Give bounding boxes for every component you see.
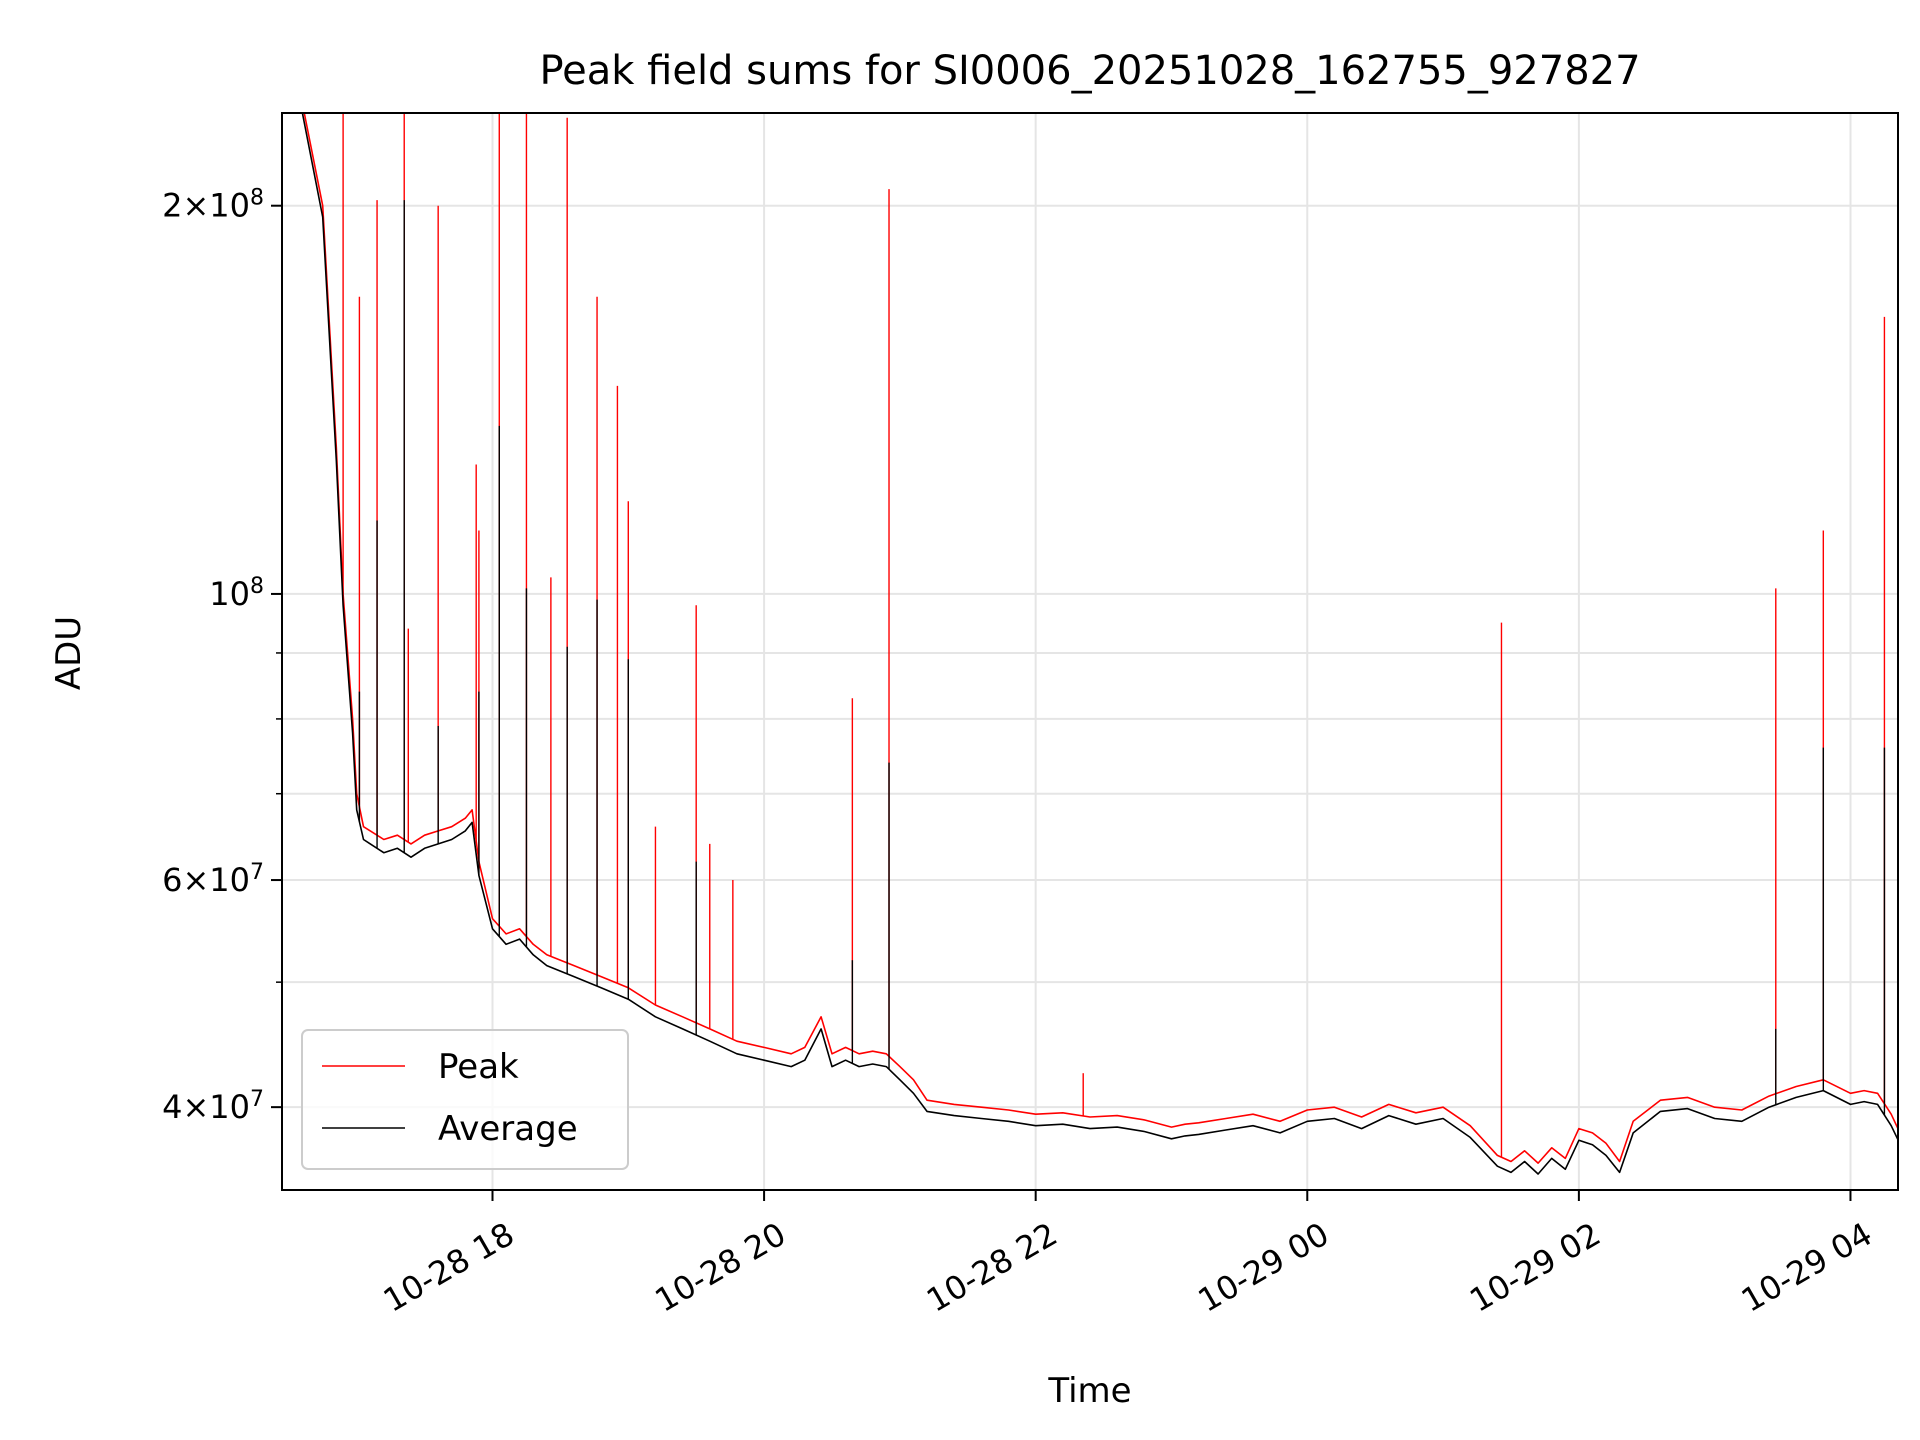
y-tick-label: 4×107: [162, 1087, 264, 1127]
series-line-average: [301, 113, 1898, 1175]
chart-title: Peak field sums for SI0006_20251028_1627…: [539, 48, 1640, 94]
plot-frame: [281, 112, 1899, 1191]
legend-label-average: Average: [438, 1109, 578, 1149]
y-tick-label: 6×107: [162, 860, 264, 900]
series-layer: [301, 113, 1898, 1175]
legend-box: [301, 1029, 629, 1170]
y-tick-label: 108: [209, 573, 264, 613]
legend: Peak Average: [301, 1029, 629, 1170]
y-axis-label: ADU: [49, 616, 89, 690]
x-axis-label: Time: [1047, 1371, 1131, 1411]
y-axis: 4×107 6×107 108 2×108: [162, 185, 282, 1126]
series-line-peak: [303, 113, 1898, 1164]
y-tick-label: 2×108: [162, 185, 264, 225]
legend-label-peak: Peak: [438, 1047, 519, 1087]
